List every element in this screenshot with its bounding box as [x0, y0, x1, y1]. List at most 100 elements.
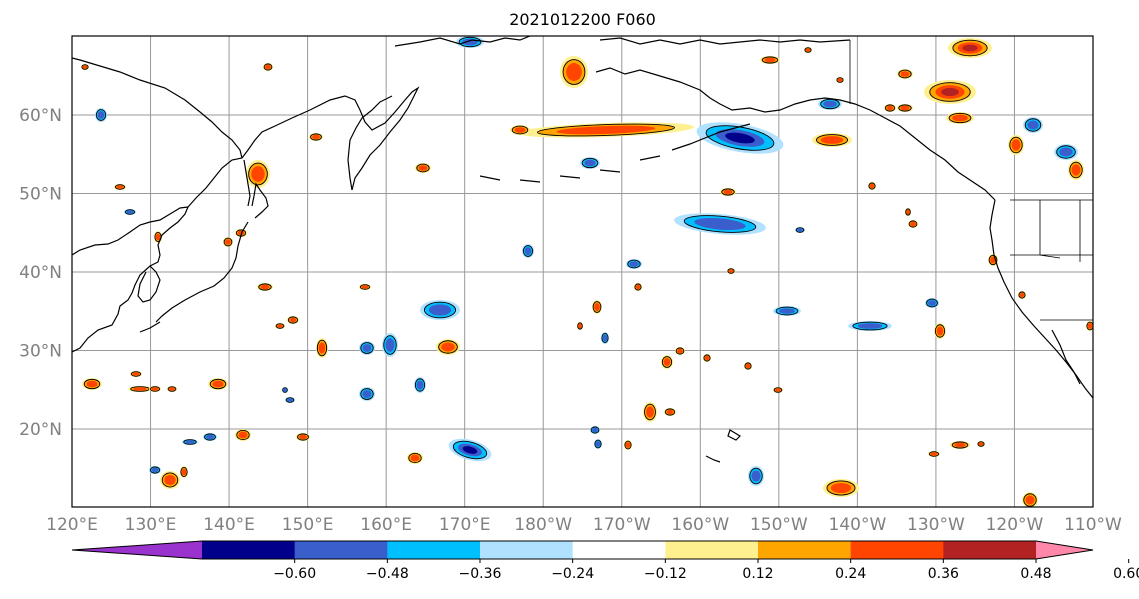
anomaly-blob	[203, 433, 217, 441]
anomaly-blob	[925, 298, 939, 308]
anomaly-blob	[626, 259, 642, 269]
anomaly-blob	[795, 227, 805, 233]
anomaly-blob	[812, 133, 852, 147]
anomaly-blob	[167, 386, 177, 392]
gridlines	[72, 36, 1093, 507]
anomaly-blob	[848, 321, 892, 331]
anomaly-blob	[263, 63, 273, 71]
colorbar-segment	[943, 541, 1037, 559]
anomaly-blob	[275, 323, 285, 329]
anomaly-blob	[359, 387, 375, 401]
anomaly-blob	[664, 408, 676, 416]
anomaly-blob	[823, 479, 859, 497]
anomaly-blob	[760, 56, 780, 64]
anomaly-blob	[948, 38, 992, 58]
longitude-label: 130°W	[907, 515, 965, 535]
anomaly-blob	[1068, 160, 1084, 180]
anomaly-blob	[804, 47, 812, 53]
colorbar-segment	[294, 541, 388, 559]
coastline-japan	[139, 182, 269, 333]
anomaly-blob	[601, 332, 609, 344]
colorbar-label: 0.60	[1113, 566, 1139, 582]
anomaly-blob	[905, 208, 911, 216]
longitude-label: 180°W	[514, 515, 572, 535]
colorbar-segment	[202, 541, 296, 559]
anomaly-blob	[1023, 117, 1043, 133]
anomaly-blob	[130, 371, 142, 377]
latitude-label: 20°N	[19, 420, 62, 440]
anomaly-blob	[415, 163, 431, 173]
longitude-label: 170°E	[439, 515, 491, 535]
anomaly-blob	[560, 56, 588, 88]
latitude-labels: 60°N 50°N 40°N 30°N 20°N	[19, 106, 62, 440]
coastline-korea	[137, 265, 161, 303]
anomaly-blob	[1086, 321, 1093, 331]
anomaly-blob	[296, 433, 310, 441]
anomaly-blob	[897, 69, 913, 79]
anomaly-blob	[414, 377, 426, 393]
anomaly-blob	[624, 440, 632, 450]
longitude-label: 130°E	[125, 515, 177, 535]
coastline-sakhalin	[243, 159, 251, 207]
coastline-sea-of-okhotsk	[72, 57, 243, 159]
colorbar-labels: −0.60 −0.48 −0.36 −0.24 −0.12 0.12 0.24 0.36 0.4…	[273, 559, 1139, 582]
anomaly-blob	[897, 104, 913, 112]
longitude-label: 140°E	[203, 515, 255, 535]
anomaly-blob	[282, 387, 288, 393]
anomaly-blob	[235, 429, 251, 441]
anomaly-blob	[727, 268, 735, 274]
coastline-alaska	[595, 37, 996, 201]
colorbar-label: −0.12	[644, 566, 687, 582]
anomaly-blob	[382, 333, 398, 357]
colorbar-label: −0.60	[273, 566, 316, 582]
political-borders	[849, 40, 1093, 321]
anomaly-blob	[154, 231, 162, 243]
latitude-label: 60°N	[19, 106, 62, 126]
anomaly-blob	[160, 471, 180, 489]
colorbar-label: 0.36	[928, 566, 959, 582]
coastline-baja	[1051, 329, 1081, 385]
anomaly-blob	[836, 77, 844, 83]
coastline-asia	[72, 206, 189, 353]
anomaly-blob	[720, 188, 736, 196]
longitude-labels: 120°E 130°E 140°E 150°E 160°E 170°E 180°W 170°W…	[46, 515, 1122, 535]
anomaly-blob	[420, 300, 460, 320]
anomaly-blob	[592, 300, 602, 314]
colorbar-segment	[758, 541, 852, 559]
anomaly-blob	[744, 362, 752, 370]
colorbar	[71, 540, 1094, 560]
anomaly-blob	[946, 112, 974, 124]
anomaly-blob	[518, 122, 694, 138]
anomaly-blob	[580, 157, 600, 169]
anomaly-blob	[149, 386, 161, 392]
map-frame	[71, 35, 1094, 508]
anomaly-blob	[773, 306, 801, 316]
anomaly-blob	[359, 341, 375, 355]
anomaly-blob	[436, 339, 460, 355]
anomaly-blob	[182, 439, 198, 445]
colorbar-segment	[665, 541, 759, 559]
colorbar-label: 0.12	[742, 566, 773, 582]
coastline-kamchatka	[347, 95, 393, 191]
longitude-label: 140°W	[829, 515, 887, 535]
anomaly-blob	[590, 426, 600, 434]
anomaly-blob	[594, 439, 602, 449]
latitude-label: 40°N	[19, 263, 62, 283]
anomaly-blob	[124, 209, 136, 215]
coastlines	[72, 36, 1093, 463]
anomaly-blob	[1022, 492, 1038, 507]
anomaly-blob	[1008, 135, 1024, 155]
longitude-label: 150°E	[282, 515, 334, 535]
anomaly-blob	[456, 36, 484, 48]
colorbar-segment	[480, 541, 574, 559]
anomaly-blob	[257, 283, 273, 291]
longitude-label: 120°E	[46, 515, 98, 535]
anomaly-blob	[661, 355, 673, 369]
latitude-label: 30°N	[19, 342, 62, 362]
anomaly-blob	[522, 244, 534, 258]
longitude-label: 110°W	[1064, 515, 1122, 535]
anomaly-blob	[448, 438, 492, 462]
longitude-label: 160°E	[360, 515, 412, 535]
anomaly-blob	[674, 213, 766, 235]
